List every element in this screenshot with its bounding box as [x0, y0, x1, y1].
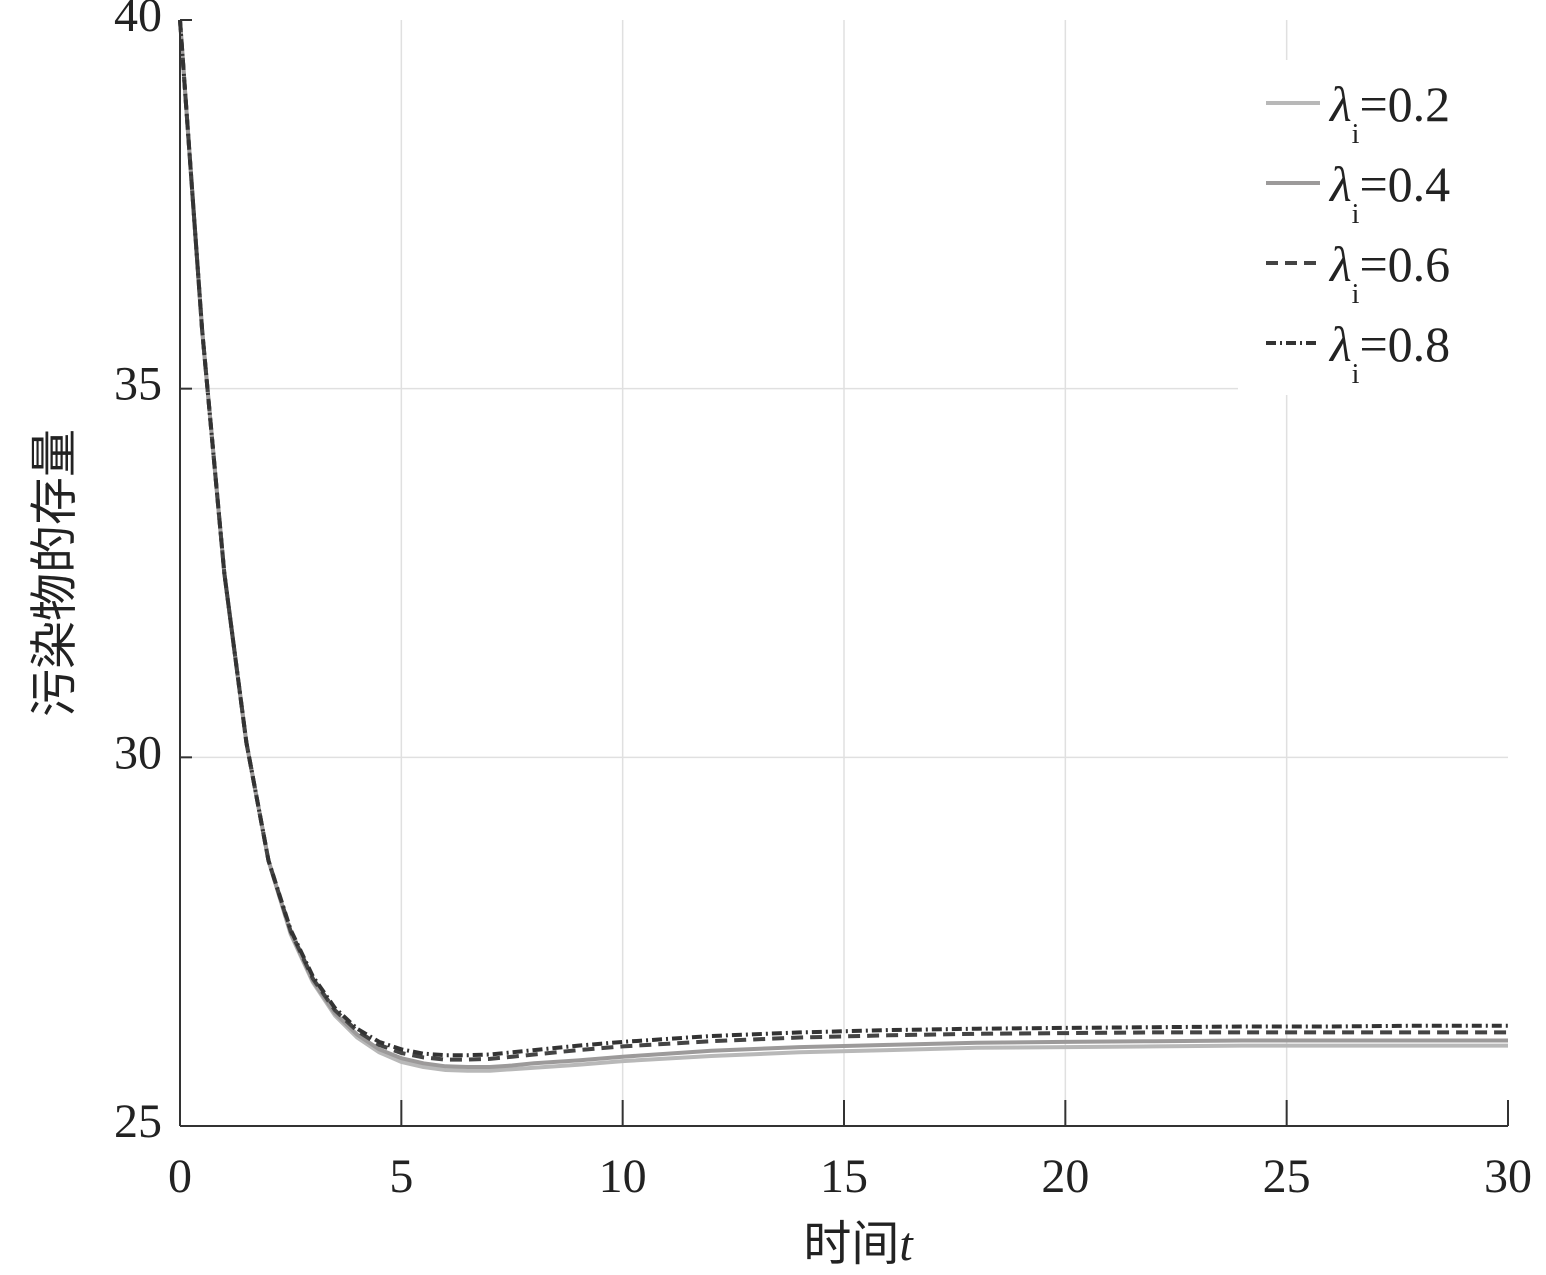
legend-value: =0.4 — [1359, 156, 1450, 212]
x-tick-label: 15 — [820, 1150, 868, 1203]
legend-symbol: λ — [1328, 236, 1352, 292]
legend-label-4: λi=0.8 — [1328, 316, 1450, 390]
legend-subscript: i — [1352, 359, 1360, 390]
legend: λi=0.2λi=0.4λi=0.6λi=0.8 — [1238, 60, 1508, 395]
legend-label-1: λi=0.2 — [1328, 76, 1450, 150]
legend-value: =0.8 — [1359, 316, 1450, 372]
y-tick-label: 30 — [114, 726, 162, 779]
axes — [179, 19, 1509, 1127]
legend-subscript: i — [1352, 199, 1360, 230]
x-tick-label: 5 — [389, 1150, 413, 1203]
y-tick-label: 40 — [114, 0, 162, 42]
legend-label-2: λi=0.4 — [1328, 156, 1450, 230]
tick-labels: 0 5 10 15 20 25 30 25 30 35 40 — [114, 0, 1532, 1203]
legend-symbol: λ — [1328, 156, 1352, 212]
x-axis-title-variable: t — [899, 1218, 914, 1271]
x-tick-label: 25 — [1263, 1150, 1311, 1203]
legend-background — [1238, 60, 1508, 395]
x-axis-title: 时间t — [803, 1216, 914, 1272]
legend-symbol: λ — [1328, 316, 1352, 372]
y-axis-title: 污染物的存量 — [27, 429, 83, 717]
legend-symbol: λ — [1328, 76, 1352, 132]
y-tick-label: 25 — [114, 1095, 162, 1148]
legend-label-3: λi=0.6 — [1328, 236, 1450, 310]
x-axis-title-text: 时间 — [803, 1216, 899, 1272]
y-tick-label: 35 — [114, 358, 162, 411]
x-tick-label: 10 — [599, 1150, 647, 1203]
x-tick-label: 30 — [1484, 1150, 1532, 1203]
legend-subscript: i — [1352, 279, 1360, 310]
x-tick-label: 0 — [168, 1150, 192, 1203]
legend-value: =0.2 — [1359, 76, 1450, 132]
series-line-4 — [178, 19, 1508, 1058]
legend-subscript: i — [1352, 119, 1360, 150]
series-lines — [178, 19, 1508, 1073]
legend-value: =0.6 — [1359, 236, 1450, 292]
x-tick-label: 20 — [1041, 1150, 1089, 1203]
